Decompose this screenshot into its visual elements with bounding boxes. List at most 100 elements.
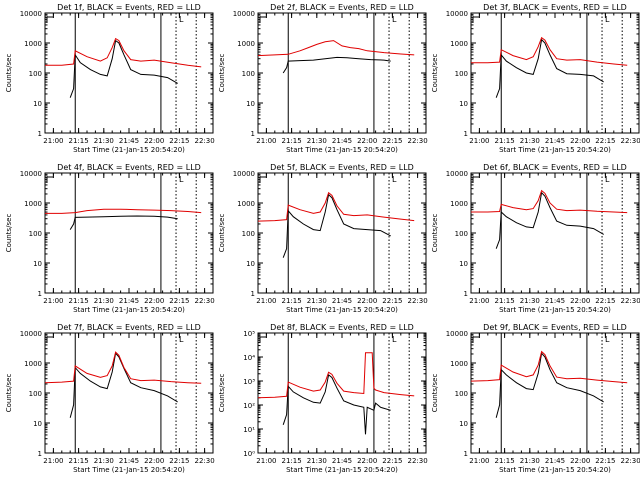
x-axis-label: Start Time (21-Jan-15 20:54:20) [73,146,185,154]
series-line-lld [45,208,202,214]
flag-label: L [605,175,610,184]
chart-panel-2: Det 2f, BLACK = Events, RED = LLD 1 10 100 1… [218,3,428,154]
plot-frame [44,12,214,134]
y-tick-label: 1000 [24,360,42,368]
x-tick-label: 21:45 [119,137,139,145]
chart-title: Det 2f, BLACK = Events, RED = LLD [270,3,414,12]
series-line-lld [45,37,202,68]
x-tick-label: 21:45 [545,457,565,465]
y-axis-label: Counts/sec [431,214,439,253]
chart-title: Det 8f, BLACK = Events, RED = LLD [270,323,414,332]
x-tick-label: 22:30 [621,297,640,305]
y-tick-label: 10⁵ [243,330,255,338]
x-tick-label: 21:30 [520,137,540,145]
x-axis-label: Start Time (21-Jan-15 20:54:20) [499,146,611,154]
x-tick-label: 22:30 [408,297,428,305]
flag-label: L [179,15,184,24]
x-tick-label: 21:15 [282,297,302,305]
x-tick-label: 21:00 [43,297,63,305]
x-tick-label: 22:15 [595,297,615,305]
x-tick-label: 22:00 [570,297,590,305]
series-line-events [495,38,604,98]
y-tick-label: 100 [242,70,255,78]
series-line-events [282,374,391,435]
y-tick-label: 10⁰ [243,450,255,458]
x-tick-label: 22:15 [382,137,402,145]
flag-label: L [179,175,184,184]
x-tick-label: 22:00 [144,297,164,305]
chart-title: Det 5f, BLACK = Events, RED = LLD [270,163,414,172]
y-tick-label: 10 [33,260,42,268]
chart-panel-5: Det 5f, BLACK = Events, RED = LLD 1 10 100 1… [218,163,428,314]
plot-frame [257,172,427,294]
y-axis-label: Counts/sec [431,54,439,93]
y-tick-label: 10 [33,420,42,428]
x-tick-label: 21:45 [545,297,565,305]
y-tick-label: 1000 [24,40,42,48]
x-axis-label: Start Time (21-Jan-15 20:54:20) [286,466,398,474]
x-tick-label: 22:30 [408,457,428,465]
y-tick-label: 1 [38,290,42,298]
plot-frame [44,172,214,294]
x-tick-label: 21:45 [119,297,139,305]
x-tick-label: 21:15 [69,297,89,305]
y-tick-label: 10000 [20,170,42,178]
plot-frame [44,332,214,454]
x-tick-label: 21:15 [69,457,89,465]
y-axis-label: Counts/sec [218,214,226,253]
plot-frame [470,332,640,454]
series-line-events [495,191,604,249]
series-line-lld [470,350,628,384]
series-line-lld [257,191,415,222]
chart-title: Det 9f, BLACK = Events, RED = LLD [483,323,627,332]
x-tick-label: 21:45 [332,137,352,145]
x-tick-label: 21:00 [256,457,276,465]
y-tick-label: 1000 [450,200,468,208]
x-tick-label: 22:00 [570,457,590,465]
x-tick-label: 21:30 [94,297,114,305]
y-tick-label: 1 [38,450,42,458]
chart-panel-7: Det 7f, BLACK = Events, RED = LLD 1 10 100 1… [5,323,215,474]
y-tick-label: 100 [29,390,42,398]
series-line-events [69,39,178,98]
y-tick-label: 10 [33,100,42,108]
y-tick-label: 100 [455,70,468,78]
y-tick-label: 1 [464,290,468,298]
x-tick-label: 21:15 [282,457,302,465]
y-tick-label: 1 [464,130,468,138]
y-tick-label: 100 [29,230,42,238]
y-tick-label: 1000 [450,360,468,368]
x-tick-label: 21:45 [119,457,139,465]
x-tick-label: 22:30 [408,137,428,145]
y-axis-label: Counts/sec [5,54,13,93]
y-tick-label: 1000 [24,200,42,208]
x-tick-label: 22:00 [144,137,164,145]
x-tick-label: 21:45 [545,137,565,145]
y-axis-label: Counts/sec [5,374,13,413]
x-tick-label: 21:15 [495,297,515,305]
x-tick-label: 21:45 [332,297,352,305]
chart-title: Det 4f, BLACK = Events, RED = LLD [57,163,201,172]
chart-panel-9: Det 9f, BLACK = Events, RED = LLD 1 10 100 1… [431,323,640,474]
flag-label: L [392,335,397,344]
y-tick-label: 10000 [446,330,468,338]
x-tick-label: 21:00 [256,137,276,145]
corner-marker [46,16,53,23]
corner-marker [259,336,266,343]
x-tick-label: 21:15 [495,137,515,145]
plot-frame [257,332,427,454]
corner-marker [259,16,266,23]
x-tick-label: 21:00 [43,457,63,465]
series-line-events [282,193,391,258]
x-tick-label: 21:15 [495,457,515,465]
x-axis-label: Start Time (21-Jan-15 20:54:20) [286,146,398,154]
chart-panel-1: Det 1f, BLACK = Events, RED = LLD 1 10 100 1… [5,3,215,154]
flag-label: L [179,335,184,344]
x-tick-label: 21:30 [307,137,327,145]
plot-frame [470,12,640,134]
x-axis-label: Start Time (21-Jan-15 20:54:20) [73,466,185,474]
x-tick-label: 22:15 [595,457,615,465]
flag-label: L [392,15,397,24]
corner-marker [46,336,53,343]
y-axis-label: Counts/sec [5,214,13,253]
